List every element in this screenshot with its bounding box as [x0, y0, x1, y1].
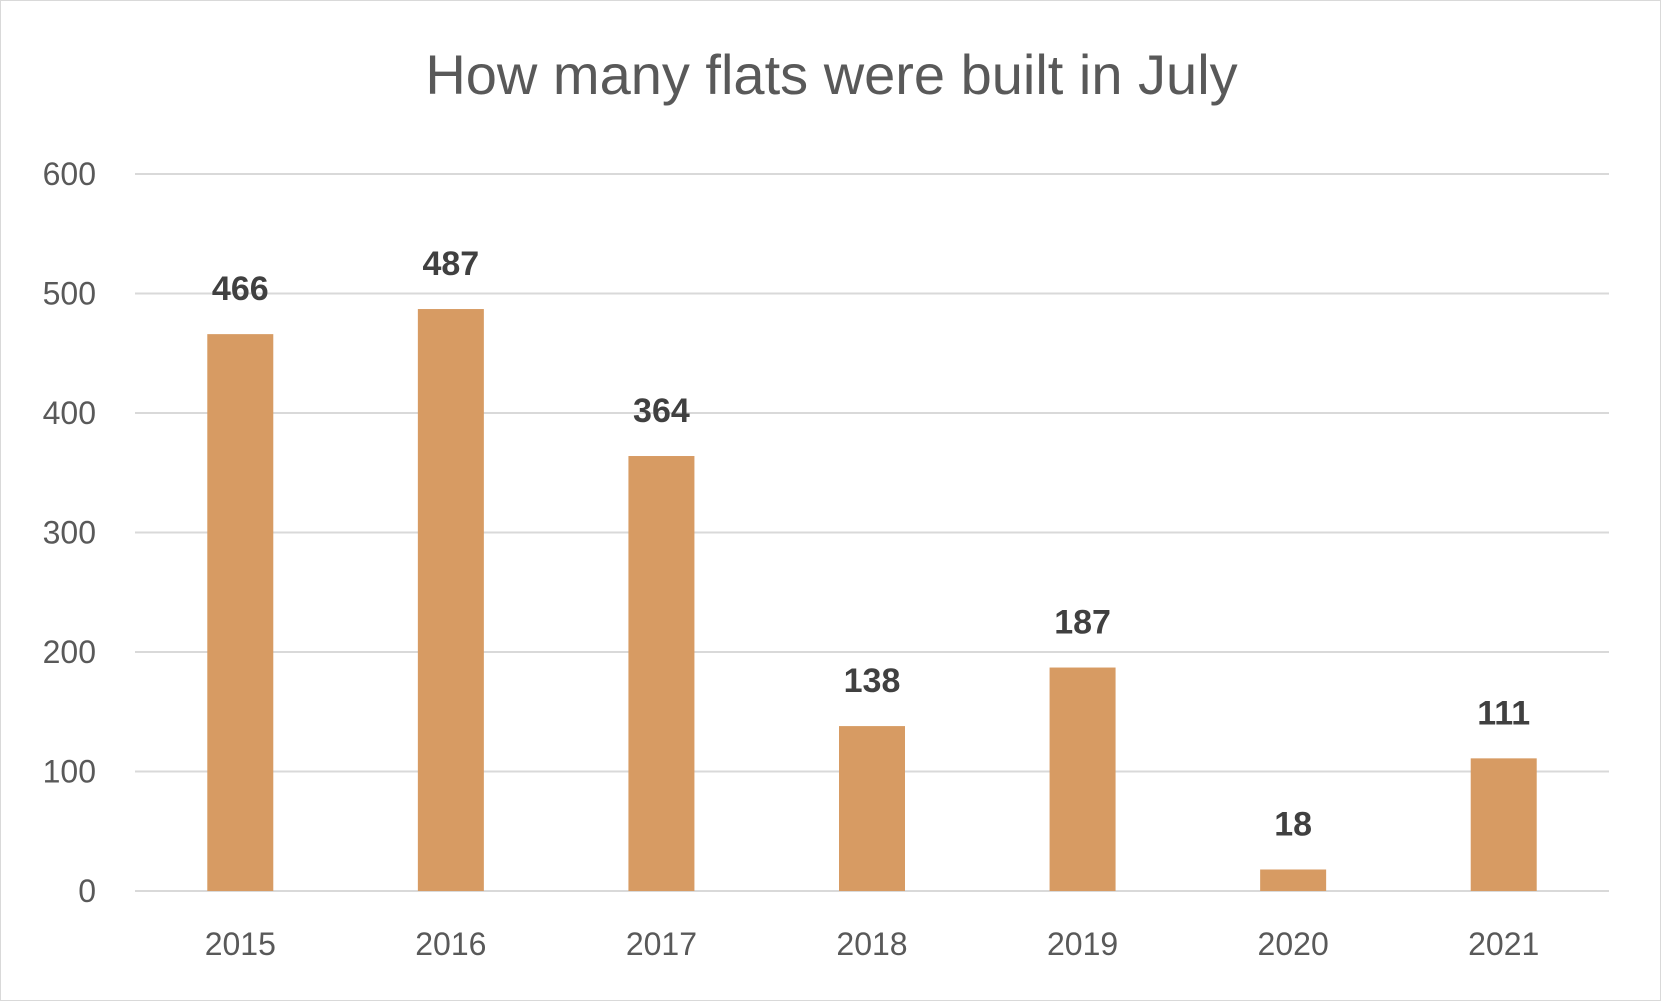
data-label: 18 [1274, 805, 1312, 843]
data-label: 138 [844, 662, 901, 700]
data-label: 466 [212, 270, 269, 308]
bar-2021 [1470, 758, 1537, 891]
data-label: 487 [422, 245, 479, 283]
x-tick-label: 2017 [626, 926, 697, 962]
bar-2020 [1260, 869, 1327, 891]
bar-2015 [207, 334, 274, 891]
gridlines [135, 173, 1609, 892]
y-tick-label: 100 [43, 754, 96, 790]
bar-2017 [628, 456, 695, 891]
x-tick-label: 2020 [1258, 926, 1329, 962]
x-tick-label: 2015 [205, 926, 276, 962]
bar-2018 [839, 726, 905, 891]
bar-2019 [1049, 667, 1116, 891]
x-tick-label: 2019 [1047, 926, 1118, 962]
y-tick-label: 500 [43, 276, 96, 312]
y-tick-label: 0 [78, 873, 96, 909]
bar-2016 [417, 309, 484, 891]
x-tick-label: 2018 [836, 926, 907, 962]
y-tick-label: 600 [43, 156, 96, 192]
y-tick-label: 200 [43, 634, 96, 670]
data-label: 111 [1477, 694, 1530, 732]
y-axis-ticks: 0 100 200 300 400 500 600 [43, 156, 96, 909]
x-tick-label: 2016 [415, 926, 486, 962]
x-tick-label: 2021 [1468, 926, 1539, 962]
data-label: 187 [1054, 604, 1111, 642]
x-axis-ticks: 2015 2016 2017 2018 2019 2020 2021 [205, 926, 1540, 962]
chart-title: How many flats were built in July [425, 43, 1238, 106]
y-tick-label: 400 [43, 395, 96, 431]
y-tick-label: 300 [43, 515, 96, 551]
data-label: 364 [633, 392, 690, 430]
data-labels: 466 487 364 138 187 18 111 [212, 245, 1530, 843]
bars [207, 309, 1537, 891]
